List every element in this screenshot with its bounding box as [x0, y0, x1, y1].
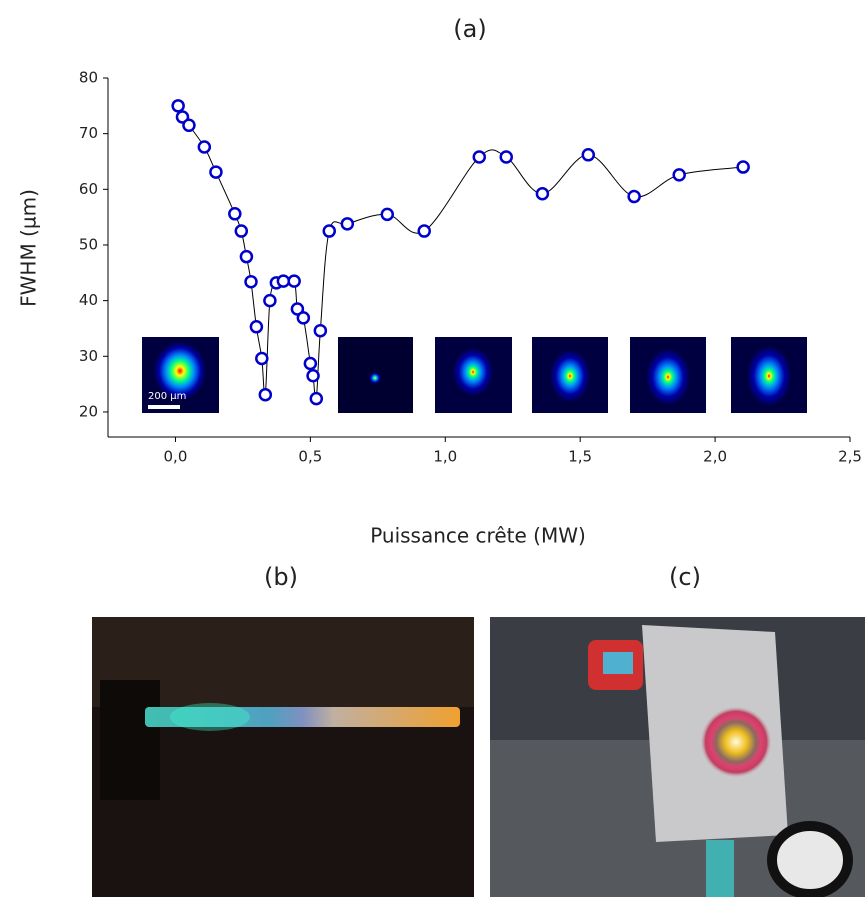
data-point — [258, 387, 273, 402]
inset-beam — [154, 342, 206, 400]
data-point — [380, 207, 395, 222]
data-point — [276, 274, 291, 288]
panel-label: (c) — [669, 563, 701, 591]
data-point — [244, 274, 258, 289]
y-tick-label: 20 — [79, 402, 98, 420]
chart-title: (a) — [453, 15, 486, 43]
y-tick-label: 40 — [79, 291, 98, 309]
data-point — [303, 356, 318, 371]
panel-label: (b) — [264, 563, 298, 591]
photo-b — [92, 617, 474, 897]
data-point — [581, 148, 596, 162]
y-tick-label: 70 — [79, 124, 98, 142]
data-point — [287, 274, 301, 288]
photo-tube — [706, 840, 734, 897]
data-point — [171, 99, 185, 113]
y-tick-label: 80 — [79, 69, 98, 87]
photo-screen — [603, 652, 633, 674]
data-point — [249, 320, 264, 334]
inset-beam — [646, 349, 690, 405]
y-tick-label: 60 — [79, 180, 98, 198]
data-point — [182, 118, 196, 133]
x-tick-label: 1,5 — [568, 448, 592, 466]
inset-beam — [747, 346, 791, 406]
photo-beam — [700, 706, 772, 778]
data-point — [234, 224, 249, 238]
data-point — [499, 150, 514, 164]
scale-bar — [148, 405, 180, 409]
insets: 200 µm — [142, 337, 807, 413]
x-tick-label: 0,0 — [164, 448, 188, 466]
data-point — [672, 168, 686, 182]
photo-c — [490, 617, 865, 899]
scale-label: 200 µm — [148, 391, 186, 402]
photo-lens — [767, 821, 853, 899]
data-point — [290, 302, 305, 316]
y-tick-label: 30 — [79, 347, 98, 365]
data-point — [417, 224, 431, 238]
y-axis-label: FWHM (µm) — [17, 189, 41, 307]
data-point — [255, 351, 269, 366]
data-point — [306, 369, 320, 383]
x-tick-label: 2,5 — [838, 448, 862, 466]
x-tick-label: 0,5 — [298, 448, 322, 466]
data-point — [340, 217, 355, 231]
data-point — [296, 311, 311, 325]
data-point — [197, 140, 212, 154]
data-point — [313, 323, 328, 338]
data-point — [627, 189, 641, 204]
photo-mount — [100, 680, 160, 800]
data-point — [736, 160, 750, 174]
data-point — [309, 391, 324, 406]
y-tick-label: 50 — [79, 235, 98, 253]
inset-beam — [550, 350, 590, 402]
x-tick-label: 2,0 — [703, 448, 727, 466]
x-axis-label: Puissance crête (MW) — [370, 524, 586, 548]
data-point — [263, 293, 277, 308]
data-point — [239, 249, 254, 264]
photo-rod — [145, 707, 460, 727]
data-point — [322, 224, 337, 238]
data-point — [228, 207, 242, 221]
data-point — [472, 150, 487, 164]
x-tick-label: 1,0 — [433, 448, 457, 466]
inset-beam — [453, 348, 493, 396]
photo-glow — [170, 703, 250, 731]
inset-beam — [369, 372, 381, 384]
data-point — [209, 165, 223, 179]
data-point — [535, 187, 550, 201]
